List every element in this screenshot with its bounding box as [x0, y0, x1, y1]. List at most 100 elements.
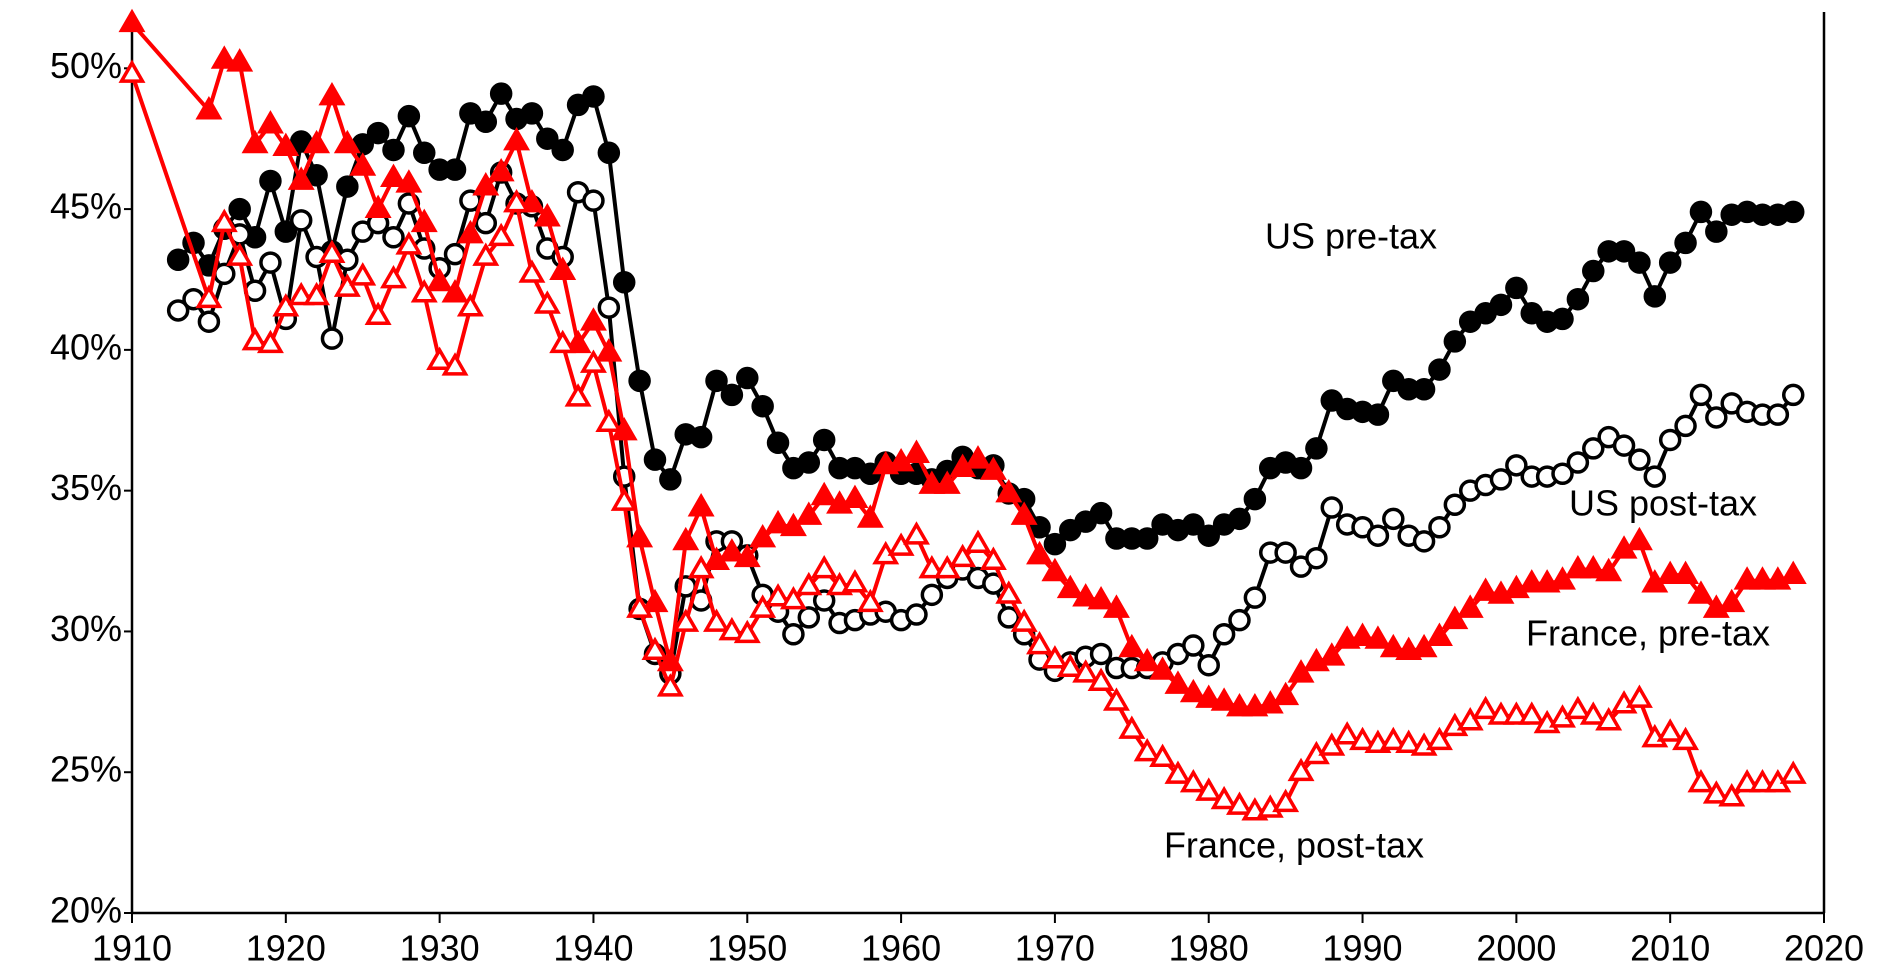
- marker: [672, 608, 700, 632]
- marker: [1689, 383, 1713, 407]
- marker: [641, 636, 669, 661]
- marker: [395, 231, 423, 255]
- marker: [841, 484, 869, 509]
- marker: [964, 445, 992, 469]
- marker: [228, 197, 251, 221]
- marker: [997, 606, 1021, 629]
- marker: [795, 501, 823, 525]
- marker: [1733, 566, 1761, 590]
- marker: [733, 543, 761, 568]
- marker: [441, 352, 469, 376]
- series-line: [130, 73, 1795, 814]
- marker: [1625, 526, 1653, 551]
- marker: [1320, 496, 1344, 519]
- marker: [364, 301, 392, 325]
- marker: [1195, 684, 1223, 708]
- marker: [782, 623, 805, 646]
- marker: [349, 262, 377, 286]
- marker: [751, 394, 774, 418]
- marker: [1425, 622, 1453, 646]
- marker: [1687, 768, 1715, 793]
- marker: [720, 383, 744, 407]
- series-label: France, pre-tax: [1526, 613, 1770, 654]
- marker: [659, 468, 682, 491]
- marker: [1612, 240, 1636, 263]
- marker: [1197, 653, 1220, 677]
- marker: [1197, 524, 1220, 547]
- marker: [687, 554, 715, 579]
- marker: [1226, 791, 1253, 815]
- series-label: US pre-tax: [1265, 216, 1437, 257]
- marker: [1210, 687, 1238, 711]
- marker: [1318, 732, 1346, 756]
- marker: [1674, 231, 1697, 255]
- marker: [487, 222, 515, 247]
- marker: [256, 110, 284, 134]
- marker: [549, 329, 577, 354]
- marker: [1412, 530, 1436, 553]
- marker: [1551, 307, 1574, 331]
- marker: [1289, 456, 1313, 480]
- marker: [1443, 330, 1467, 353]
- y-tick-label: 25%: [50, 749, 122, 790]
- marker: [1135, 527, 1159, 550]
- marker: [118, 8, 146, 33]
- marker: [1733, 768, 1761, 793]
- marker: [1305, 546, 1328, 570]
- marker: [426, 346, 454, 371]
- marker: [643, 448, 667, 471]
- marker: [1489, 293, 1513, 317]
- marker: [1705, 406, 1728, 429]
- marker: [1566, 451, 1590, 474]
- y-tick-label: 35%: [50, 467, 122, 508]
- marker: [1672, 726, 1700, 751]
- marker: [1043, 532, 1067, 556]
- marker: [1595, 557, 1623, 582]
- marker: [1102, 687, 1130, 711]
- marker: [1149, 743, 1177, 768]
- marker: [395, 169, 423, 193]
- marker: [1748, 566, 1776, 590]
- marker: [628, 369, 651, 393]
- marker: [241, 129, 269, 154]
- marker: [887, 532, 915, 556]
- marker: [1412, 378, 1436, 401]
- marker: [1379, 633, 1407, 658]
- marker: [733, 619, 761, 644]
- marker: [533, 203, 561, 227]
- marker: [1026, 631, 1054, 655]
- marker: [1272, 681, 1300, 706]
- marker: [380, 163, 407, 188]
- marker: [441, 279, 469, 303]
- marker: [1781, 383, 1805, 407]
- marker: [1226, 692, 1253, 717]
- marker: [456, 219, 484, 244]
- marker: [612, 271, 636, 294]
- marker: [689, 425, 713, 449]
- marker: [687, 493, 715, 517]
- marker: [597, 296, 621, 319]
- marker: [1489, 468, 1513, 491]
- marker: [779, 585, 807, 610]
- marker: [905, 603, 928, 626]
- y-tick-label: 45%: [50, 186, 122, 227]
- marker: [672, 526, 700, 551]
- marker: [210, 45, 238, 69]
- marker: [382, 226, 405, 249]
- marker: [195, 96, 223, 120]
- marker: [902, 521, 930, 545]
- marker: [366, 121, 390, 145]
- marker: [1179, 768, 1207, 793]
- marker: [1428, 516, 1451, 539]
- marker: [1179, 678, 1207, 703]
- marker: [703, 608, 730, 632]
- marker: [1487, 701, 1515, 725]
- marker: [797, 606, 821, 629]
- marker: [595, 338, 623, 362]
- marker: [1102, 594, 1130, 618]
- marker: [520, 102, 544, 125]
- marker: [626, 594, 654, 618]
- marker: [1549, 566, 1576, 590]
- marker: [1164, 670, 1192, 694]
- marker: [902, 439, 930, 463]
